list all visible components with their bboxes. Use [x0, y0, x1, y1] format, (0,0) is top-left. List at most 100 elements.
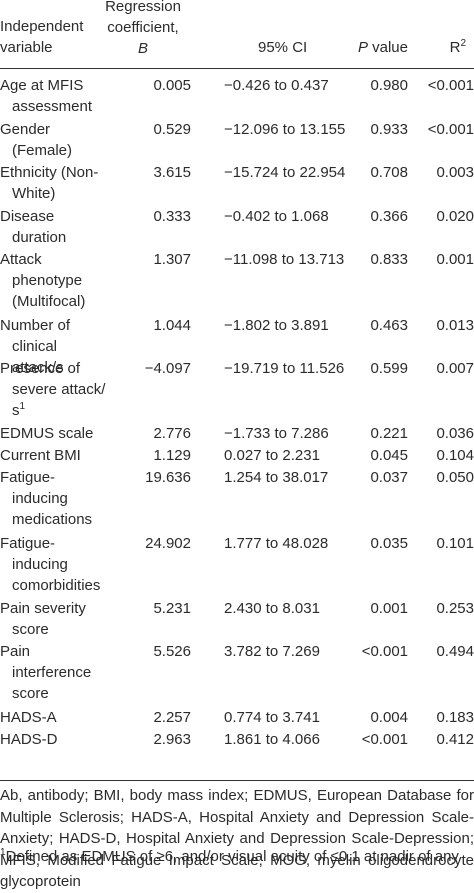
header-coefficient: Regression coefficient, B: [83, 0, 203, 59]
row-p-value: <0.001: [361, 730, 408, 748]
row-coefficient: 5.231: [153, 599, 191, 617]
row-p-value: 0.001: [370, 599, 408, 617]
row-variable-line: Fatigue-: [0, 469, 56, 487]
row-p-value: 0.463: [370, 316, 408, 334]
row-variable: Fatigue-inducing comorbidities: [0, 533, 112, 596]
row-ci: 0.027 to 2.231: [224, 447, 320, 465]
row-variable-line: Gender: [0, 120, 51, 138]
row-variable-line: HADS-D: [0, 730, 58, 748]
row-ci: −1.733 to 7.286: [224, 425, 329, 443]
row-variable-line: score: [12, 620, 49, 638]
row-variable-line: White): [12, 185, 56, 203]
row-p-value: 0.035: [370, 534, 408, 552]
row-ci: −19.719 to 11.526: [224, 360, 345, 378]
row-ci: 2.430 to 8.031: [224, 599, 320, 617]
row-variable-line: EDMUS scale: [0, 425, 94, 443]
footnote-note-text: Defined as EDMUS of ≥6, and/or visual ac…: [5, 848, 459, 865]
header-r-symbol: R: [449, 39, 461, 56]
row-coefficient: 0.529: [153, 120, 191, 138]
row-variable-line: assessment: [12, 98, 93, 115]
row-r2: 0.253: [436, 599, 474, 617]
row-variable-line: Age at MFIS: [0, 77, 84, 94]
row-variable-line: phenotype: [12, 272, 83, 290]
row-ci: −12.096 to 13.155: [224, 120, 346, 138]
row-variable: Ethnicity (Non- White): [0, 162, 112, 204]
row-variable: Pain interference score: [0, 641, 112, 704]
row-variable: Number of clinical attack/s: [0, 315, 112, 378]
row-coefficient: 0.333: [153, 207, 191, 225]
row-variable-line: interference: [12, 664, 92, 682]
header-ci: 95% CI: [258, 39, 308, 56]
row-r2: 0.003: [436, 164, 474, 182]
row-ci: 1.777 to 48.028: [224, 534, 329, 552]
row-variable-footnote-marker: 1: [19, 401, 26, 413]
row-variable-line: Presence of: [0, 360, 81, 378]
row-r2: 0.104: [436, 447, 474, 465]
row-ci: 3.782 to 7.269: [224, 643, 320, 661]
row-variable: Gender (Female): [0, 119, 112, 161]
row-variable-line: inducing: [12, 490, 68, 508]
row-variable-line: score: [12, 685, 49, 703]
header-r-superscript: 2: [460, 38, 466, 49]
header-coefficient-line2: coefficient,: [107, 19, 179, 36]
row-p-value: <0.001: [361, 643, 408, 661]
row-r2: 0.001: [436, 251, 474, 269]
row-variable-line: Pain severity: [0, 599, 86, 617]
header-rule: [0, 68, 474, 69]
row-ci: −11.098 to 13.713: [224, 251, 345, 269]
footnote-note-marker: 1: [0, 847, 6, 858]
row-variable-line: (Multifocal): [12, 293, 86, 311]
footnote-abbreviations: Ab, antibody; BMI, body mass index; EDMU…: [0, 787, 474, 890]
row-p-value: 0.833: [370, 251, 408, 269]
row-coefficient: 2.257: [153, 708, 191, 726]
row-ci: 1.254 to 38.017: [224, 469, 329, 487]
row-variable: EDMUS scale: [0, 423, 112, 444]
row-variable-line: duration: [12, 228, 67, 246]
row-variable: Current BMI: [0, 445, 112, 466]
row-variable: HADS-D: [0, 729, 112, 750]
bottom-rule: [0, 780, 474, 781]
row-ci: 1.861 to 4.066: [224, 730, 320, 748]
row-r2: 0.183: [436, 708, 474, 726]
row-variable-line: (Female): [12, 141, 73, 159]
row-coefficient: 1.129: [153, 447, 191, 465]
row-coefficient: 5.526: [153, 643, 191, 661]
row-variable: Age at MFIS assessment: [0, 75, 112, 117]
row-variable-line: Ethnicity (Non-: [0, 164, 99, 182]
row-coefficient: 19.636: [145, 469, 191, 487]
row-variable-line: s1: [0, 400, 112, 421]
row-r2: <0.001: [427, 120, 474, 138]
row-variable-line: inducing: [12, 555, 68, 573]
row-p-value: 0.037: [370, 469, 408, 487]
row-ci: −0.402 to 1.068: [224, 207, 329, 225]
row-coefficient: 2.963: [153, 730, 191, 748]
row-variable-line: HADS-A: [0, 708, 57, 726]
row-variable: Disease duration: [0, 206, 112, 248]
header-coefficient-line1: Regression: [105, 0, 181, 15]
row-p-value: 0.221: [370, 425, 408, 443]
row-variable-line: Number of: [0, 316, 71, 334]
row-variable-line: clinical attack/s: [12, 337, 64, 376]
row-p-value: 0.980: [370, 77, 408, 94]
row-variable: Attack phenotype (Multifocal): [0, 249, 112, 312]
row-ci: −0.426 to 0.437: [224, 77, 329, 94]
row-variable: HADS-A: [0, 707, 112, 728]
header-p-symbol: P: [357, 39, 368, 56]
row-variable-line: Disease: [0, 207, 55, 225]
row-variable: Fatigue-inducing medications: [0, 467, 112, 530]
header-r2: R2: [450, 37, 466, 58]
row-coefficient: 24.902: [145, 534, 191, 552]
row-r2: <0.001: [427, 77, 474, 94]
row-coefficient: −4.097: [144, 360, 191, 378]
row-coefficient: 0.005: [153, 77, 191, 94]
row-variable-line: Pain: [0, 643, 31, 661]
row-r2: 0.013: [436, 316, 474, 334]
row-r2: 0.036: [436, 425, 474, 443]
row-p-value: 0.599: [370, 360, 408, 378]
row-variable-text: s: [12, 402, 20, 420]
row-p-value: 0.045: [370, 447, 408, 465]
row-p-value: 0.933: [370, 120, 408, 138]
row-variable-line: Current BMI: [0, 447, 81, 465]
row-variable: Pain severity score: [0, 598, 112, 640]
row-variable: Presence of severe attack/s1: [0, 358, 112, 421]
